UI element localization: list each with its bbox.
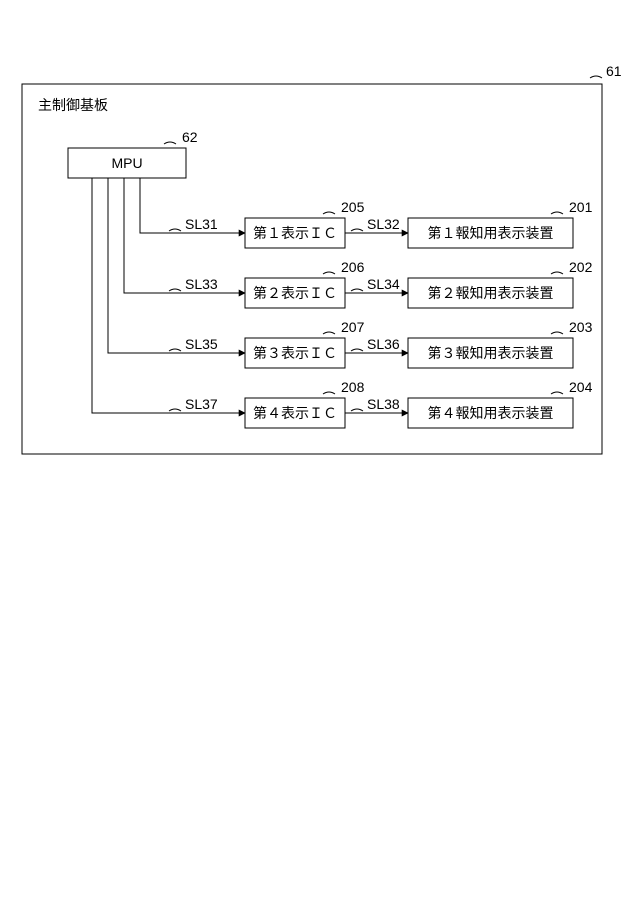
mpu-label: MPU — [111, 155, 142, 171]
ic3-label: 第３表示ＩＣ — [253, 345, 337, 361]
dev1-ref-leader — [551, 212, 563, 214]
dev1-ref: 201 — [569, 199, 593, 215]
dev2-ref-leader — [551, 272, 563, 274]
dev4-ref-leader — [551, 392, 563, 394]
sig-s31-leader — [169, 229, 181, 231]
dev1-label: 第１報知用表示装置 — [428, 225, 554, 241]
board-ref-leader — [590, 76, 602, 78]
sig-s37: SL37 — [185, 396, 218, 412]
ic2-ref: 206 — [341, 259, 365, 275]
sig-s35-leader — [169, 349, 181, 351]
dev3-ref-leader — [551, 332, 563, 334]
sig-s35: SL35 — [185, 336, 218, 352]
ic3-ref: 207 — [341, 319, 365, 335]
ic4-label: 第４表示ＩＣ — [253, 405, 337, 421]
ic4-ref-leader — [323, 392, 335, 394]
sig-s32: SL32 — [367, 216, 400, 232]
board-ref: 61 — [606, 63, 622, 79]
mpu-ref-leader — [164, 142, 176, 144]
sig-s37-leader — [169, 409, 181, 411]
sig-s32-leader — [351, 229, 363, 231]
sig-s33-leader — [169, 289, 181, 291]
edge-mpu-ic4 — [92, 178, 245, 413]
ic4-ref: 208 — [341, 379, 365, 395]
sig-s33: SL33 — [185, 276, 218, 292]
dev3-ref: 203 — [569, 319, 593, 335]
sig-s38: SL38 — [367, 396, 400, 412]
ic3-ref-leader — [323, 332, 335, 334]
sig-s38-leader — [351, 409, 363, 411]
dev3-label: 第３報知用表示装置 — [428, 345, 554, 361]
ic1-ref-leader — [323, 212, 335, 214]
mpu-ref: 62 — [182, 129, 198, 145]
sig-s36-leader — [351, 349, 363, 351]
ic2-ref-leader — [323, 272, 335, 274]
sig-s36: SL36 — [367, 336, 400, 352]
sig-s34-leader — [351, 289, 363, 291]
dev4-ref: 204 — [569, 379, 593, 395]
edge-mpu-ic3 — [108, 178, 245, 353]
ic1-label: 第１表示ＩＣ — [253, 225, 337, 241]
ic2-label: 第２表示ＩＣ — [253, 285, 337, 301]
dev2-ref: 202 — [569, 259, 593, 275]
dev4-label: 第４報知用表示装置 — [428, 405, 554, 421]
board-title: 主制御基板 — [38, 97, 108, 113]
sig-s31: SL31 — [185, 216, 218, 232]
dev2-label: 第２報知用表示装置 — [428, 285, 554, 301]
sig-s34: SL34 — [367, 276, 400, 292]
ic1-ref: 205 — [341, 199, 365, 215]
